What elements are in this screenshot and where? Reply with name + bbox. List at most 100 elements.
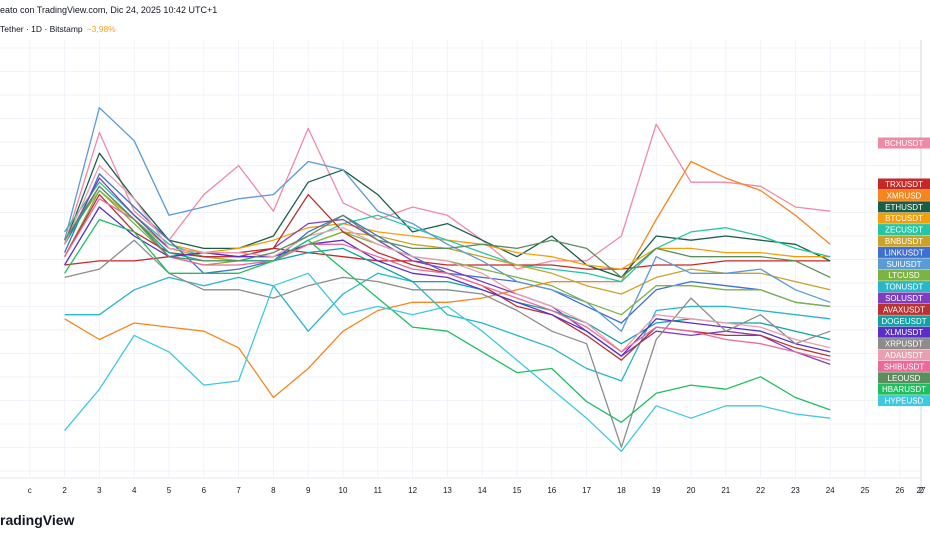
label-chip [878, 178, 930, 190]
series-label-bchusdt[interactable]: BCHUSDT [878, 137, 930, 149]
x-tick-label: 27 [917, 486, 926, 495]
label-text: TRXUSDT [885, 180, 923, 189]
label-text: BNBUSDT [885, 237, 923, 246]
label-chip [878, 235, 930, 247]
series-line-leousd [64, 185, 831, 279]
series-line-tonusdt [64, 272, 831, 382]
label-chip [878, 212, 930, 224]
tradingview-logo[interactable]: radingView [0, 512, 75, 528]
series-label-avaxusdt[interactable]: AVAXUSDT [878, 303, 930, 315]
x-tick-label: 14 [478, 486, 487, 495]
label-text: SUIUSDT [886, 260, 921, 269]
x-tick-label: 6 [202, 486, 207, 495]
x-tick-label: 5 [167, 486, 172, 495]
label-text: DOGEUSDT [881, 317, 926, 326]
series-label-linkusdt[interactable]: LINKUSDT [878, 246, 930, 258]
label-text: AVAXUSDT [883, 305, 925, 314]
grid [0, 40, 921, 478]
x-tick-label: 10 [339, 486, 348, 495]
series-label-hbarusdt[interactable]: HBARUSDT [878, 383, 930, 395]
series-label-bnbusdt[interactable]: BNBUSDT [878, 235, 930, 247]
x-tick-label: 19 [652, 486, 661, 495]
label-text: XMRUSD [887, 191, 922, 200]
label-chip [878, 338, 930, 350]
label-chip [878, 372, 930, 384]
x-tick-label: 22 [756, 486, 765, 495]
x-tick-label: 15 [513, 486, 522, 495]
label-chip [878, 189, 930, 201]
label-chip [878, 315, 930, 327]
series-line-hypeusd [64, 272, 831, 452]
label-chip [878, 258, 930, 270]
x-tick-label: 2 [919, 486, 924, 495]
label-chip [878, 281, 930, 293]
series-line-zecusdt [64, 181, 831, 283]
series-label-trxusdt[interactable]: TRXUSDT [878, 178, 930, 190]
published-caption: eato con TradingView.com, Dic 24, 2025 1… [0, 5, 218, 15]
label-text: XLMUSDT [885, 328, 923, 337]
series-label-xmrusd[interactable]: XMRUSD [878, 189, 930, 201]
label-text: TONUSDT [885, 283, 924, 292]
series-label-xlmusdt[interactable]: XLMUSDT [878, 326, 930, 338]
x-tick-label: 7 [236, 486, 241, 495]
x-tick-label: 20 [687, 486, 696, 495]
label-chip [878, 395, 930, 407]
series-label-zecusdt[interactable]: ZECUSDT [878, 224, 930, 236]
x-tick-label: 11 [374, 486, 383, 495]
series-label-tonusdt[interactable]: TONUSDT [878, 281, 930, 293]
series-line-xmrusd [64, 160, 831, 399]
series-line-adausdt [64, 164, 831, 353]
label-chip [878, 201, 930, 213]
label-text: SOLUSDT [885, 294, 923, 303]
label-text: LEOUSD [888, 374, 921, 383]
label-text: BCHUSDT [885, 139, 924, 148]
series-line-xlmusdt [64, 206, 831, 357]
label-text: BTCUSDT [885, 214, 923, 223]
label-chip [878, 246, 930, 258]
series-line-ethusdt [63, 152, 831, 279]
x-tick-label: 16 [547, 486, 556, 495]
label-text: ADAUSDT [885, 351, 923, 360]
symbol-name: Tether · 1D · Bitstamp [0, 24, 83, 34]
x-tick-label: 17 [582, 486, 591, 495]
x-tick-label: 23 [791, 486, 800, 495]
label-text: LINKUSDT [884, 248, 924, 257]
series-label-adausdt[interactable]: ADAUSDT [878, 349, 930, 361]
series-line-suiusdt [63, 107, 831, 332]
series-label-solusdt[interactable]: SOLUSDT [878, 292, 930, 304]
x-tick-label: 12 [408, 486, 417, 495]
x-axis-ticks: c 2 3 4 5 6 7 8 9 10 11 12 13 14 15 16 17 18 19 20 21 22 23 24 2… [28, 486, 926, 495]
series-label-ethusdt[interactable]: ETHUSDT [878, 201, 930, 213]
series-labels: BCHUSDT TRXUSDT XMRUSD ETHUSDT BTCUSDT ZECUSD… [878, 137, 930, 407]
series-label-btcusdt[interactable]: BTCUSDT [878, 212, 930, 224]
series-line-hbarusdt [64, 218, 831, 423]
x-tick-label: 13 [443, 486, 452, 495]
x-tick-label: 25 [861, 486, 870, 495]
label-chip [878, 303, 930, 315]
symbol-change: −3,98% [86, 24, 116, 34]
label-chip [878, 349, 930, 361]
series-label-shibusdt[interactable]: SHIBUSDT [878, 360, 930, 372]
series-label-suiusdt[interactable]: SUIUSDT [878, 258, 930, 270]
x-tick-label: 4 [132, 486, 137, 495]
series-line-xrpusdt [64, 239, 831, 448]
series-label-leousd[interactable]: LEOUSD [878, 372, 930, 384]
x-tick-label: 24 [826, 486, 835, 495]
series-label-xrpusdt[interactable]: XRPUSDT [878, 338, 930, 350]
label-text: HYPEUSD [885, 397, 924, 406]
series-label-ltcusd[interactable]: LTCUSD [878, 269, 930, 281]
series-label-hypeusd[interactable]: HYPEUSD [878, 395, 930, 407]
label-text: LTCUSD [888, 271, 920, 280]
x-tick-label: 3 [97, 486, 102, 495]
x-tick-label: 26 [895, 486, 904, 495]
label-text: HBARUSDT [882, 385, 926, 394]
label-text: XRPUSDT [885, 340, 923, 349]
label-text: ETHUSDT [885, 203, 923, 212]
x-tick-label: 2 [62, 486, 67, 495]
series-label-dogeusdt[interactable]: DOGEUSDT [878, 315, 930, 327]
label-chip [878, 326, 930, 338]
symbol-legend[interactable]: Tether · 1D · Bitstamp −3,98% [0, 24, 116, 34]
x-tick-label: 21 [721, 486, 730, 495]
label-chip [878, 383, 930, 395]
